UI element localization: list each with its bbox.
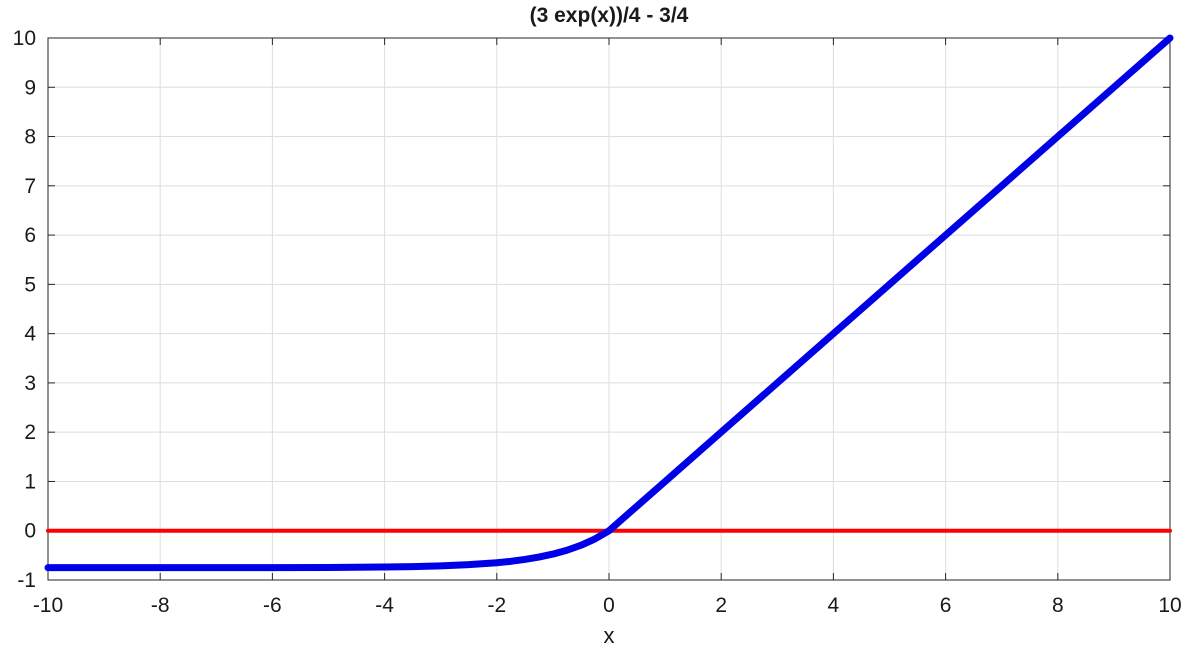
y-tick-label: 6 [24, 224, 36, 247]
y-tick-label: 2 [24, 421, 36, 444]
x-tick-label: 10 [1158, 594, 1181, 617]
x-tick-label: 8 [1052, 594, 1064, 617]
y-tick-label: 0 [24, 520, 36, 543]
x-tick-label: -4 [375, 594, 394, 617]
x-tick-label: 4 [828, 594, 840, 617]
x-tick-label: -8 [151, 594, 170, 617]
y-tick-label: 4 [24, 323, 36, 346]
x-tick-label: 2 [715, 594, 727, 617]
x-tick-label: -10 [33, 594, 63, 617]
y-tick-label: -1 [17, 569, 36, 592]
x-tick-label: 6 [940, 594, 952, 617]
x-tick-label: -2 [487, 594, 506, 617]
series-layer [44, 34, 1174, 572]
y-tick-label: 8 [24, 126, 36, 149]
grid [47, 37, 1171, 581]
x-tick-label: 0 [603, 594, 615, 617]
x-tick-label: -6 [263, 594, 282, 617]
y-tick-label: 5 [24, 273, 36, 296]
y-tick-label: 10 [13, 27, 36, 50]
chart-title: (3 exp(x))/4 - 3/4 [530, 4, 689, 27]
series-line-curve [44, 34, 1174, 572]
x-axis-label: x [604, 623, 615, 648]
y-tick-label: 7 [24, 175, 36, 198]
y-tick-label: 9 [24, 76, 36, 99]
y-tick-label: 1 [24, 470, 36, 493]
y-tick-label: 3 [24, 372, 36, 395]
